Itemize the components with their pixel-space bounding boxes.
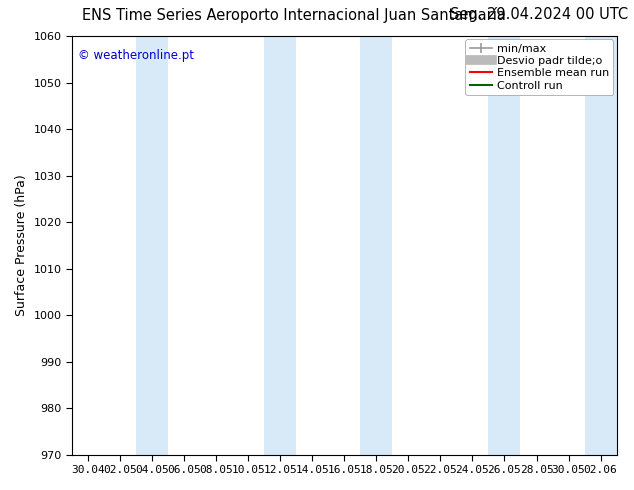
Bar bbox=[136, 36, 168, 455]
Bar bbox=[585, 36, 617, 455]
Text: Seg. 29.04.2024 00 UTC: Seg. 29.04.2024 00 UTC bbox=[450, 7, 628, 23]
Text: © weatheronline.pt: © weatheronline.pt bbox=[77, 49, 193, 62]
Y-axis label: Surface Pressure (hPa): Surface Pressure (hPa) bbox=[15, 174, 28, 316]
Bar bbox=[360, 36, 392, 455]
Text: ENS Time Series Aeroporto Internacional Juan Santamaría: ENS Time Series Aeroporto Internacional … bbox=[82, 7, 507, 24]
Legend: min/max, Desvio padr tilde;o, Ensemble mean run, Controll run: min/max, Desvio padr tilde;o, Ensemble m… bbox=[465, 40, 613, 95]
Bar bbox=[488, 36, 521, 455]
Bar bbox=[264, 36, 296, 455]
